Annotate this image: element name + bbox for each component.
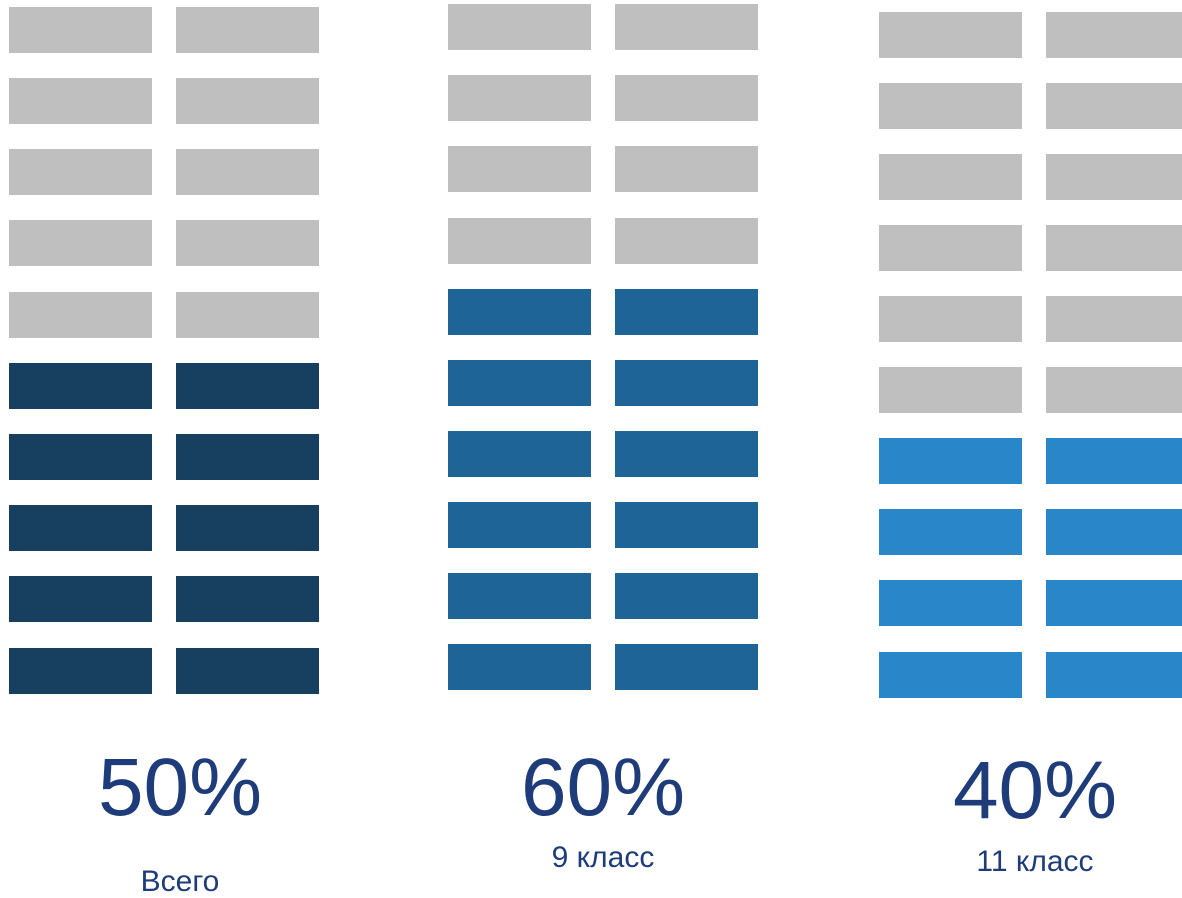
filled-block-5-1 <box>448 289 591 335</box>
filled-block-8-2 <box>615 502 758 548</box>
empty-block-3-1 <box>448 146 591 192</box>
filled-block-7-1 <box>448 431 591 477</box>
filled-block-10-2 <box>615 644 758 690</box>
filled-block-10-1 <box>448 644 591 690</box>
filled-block-6-1 <box>9 363 152 409</box>
percent-total: 50% <box>97 742 263 833</box>
filled-block-7-2 <box>615 431 758 477</box>
empty-block-3-1 <box>879 154 1022 200</box>
empty-block-4-2 <box>615 218 758 264</box>
empty-block-4-1 <box>9 220 152 266</box>
empty-block-2-1 <box>448 75 591 121</box>
empty-block-3-2 <box>1046 154 1182 200</box>
empty-block-5-1 <box>9 292 152 338</box>
empty-block-1-2 <box>615 4 758 50</box>
filled-block-5-2 <box>615 289 758 335</box>
filled-block-9-1 <box>9 576 152 622</box>
empty-block-5-2 <box>1046 296 1182 342</box>
percent-grade-9: 60% <box>520 742 686 833</box>
empty-block-5-2 <box>176 292 319 338</box>
empty-block-6-2 <box>1046 367 1182 413</box>
caption-grade-9: 9 класс <box>551 841 655 874</box>
filled-block-7-2 <box>1046 438 1182 484</box>
empty-block-4-2 <box>176 220 319 266</box>
empty-block-4-1 <box>448 218 591 264</box>
empty-block-4-2 <box>1046 225 1182 271</box>
empty-block-1-2 <box>1046 12 1182 58</box>
filled-block-8-1 <box>448 502 591 548</box>
filled-block-7-1 <box>879 438 1022 484</box>
filled-block-6-2 <box>615 360 758 406</box>
caption-grade-11: 11 класс <box>976 845 1094 878</box>
filled-block-7-2 <box>176 434 319 480</box>
empty-block-2-2 <box>1046 83 1182 129</box>
empty-block-3-2 <box>615 146 758 192</box>
filled-block-9-2 <box>176 576 319 622</box>
empty-block-3-2 <box>176 149 319 195</box>
percent-grade-11: 40% <box>952 745 1118 836</box>
empty-block-1-1 <box>879 12 1022 58</box>
filled-block-9-1 <box>879 580 1022 626</box>
empty-block-6-1 <box>879 367 1022 413</box>
empty-block-1-2 <box>176 7 319 53</box>
filled-block-8-1 <box>9 505 152 551</box>
filled-block-10-2 <box>176 648 319 694</box>
filled-block-8-2 <box>1046 509 1182 555</box>
empty-block-2-1 <box>9 78 152 124</box>
filled-block-6-1 <box>448 360 591 406</box>
empty-block-4-1 <box>879 225 1022 271</box>
empty-block-2-2 <box>176 78 319 124</box>
filled-block-10-1 <box>9 648 152 694</box>
filled-block-7-1 <box>9 434 152 480</box>
empty-block-2-2 <box>615 75 758 121</box>
filled-block-9-2 <box>615 573 758 619</box>
filled-block-8-2 <box>176 505 319 551</box>
filled-block-10-2 <box>1046 652 1182 698</box>
filled-block-10-1 <box>879 652 1022 698</box>
caption-total: Всего <box>140 865 220 898</box>
empty-block-3-1 <box>9 149 152 195</box>
filled-block-9-1 <box>448 573 591 619</box>
empty-block-1-1 <box>448 4 591 50</box>
empty-block-1-1 <box>9 7 152 53</box>
empty-block-2-1 <box>879 83 1022 129</box>
filled-block-8-1 <box>879 509 1022 555</box>
filled-block-6-2 <box>176 363 319 409</box>
filled-block-9-2 <box>1046 580 1182 626</box>
empty-block-5-1 <box>879 296 1022 342</box>
